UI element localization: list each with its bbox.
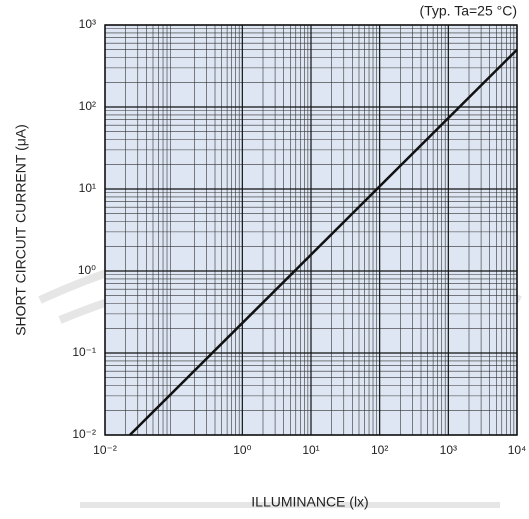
annotation: (Typ. Ta=25 °C)	[419, 3, 517, 19]
x-tick-label: 10¹	[302, 443, 319, 457]
y-axis-label: SHORT CIRCUIT CURRENT (μA)	[13, 124, 29, 336]
x-tick-label: 10⁰	[233, 443, 251, 457]
y-tick-label: 10⁰	[78, 263, 96, 277]
x-tick-label: 10³	[440, 443, 457, 457]
y-tick-label: 10⁻¹	[72, 345, 96, 359]
y-tick-label: 10³	[79, 17, 96, 31]
x-tick-label: 10²	[371, 443, 388, 457]
x-axis-label: ILLUMINANCE (lx)	[251, 494, 368, 510]
y-tick-label: 10⁻²	[72, 427, 96, 441]
chart: (Typ. Ta=25 °C) ILLUMINANCE (lx) SHORT C…	[0, 0, 529, 519]
x-tick-label: 10⁴	[508, 443, 527, 457]
x-tick-label: 10⁻²	[93, 443, 117, 457]
y-tick-label: 10²	[79, 99, 96, 113]
y-tick-label: 10¹	[79, 181, 96, 195]
